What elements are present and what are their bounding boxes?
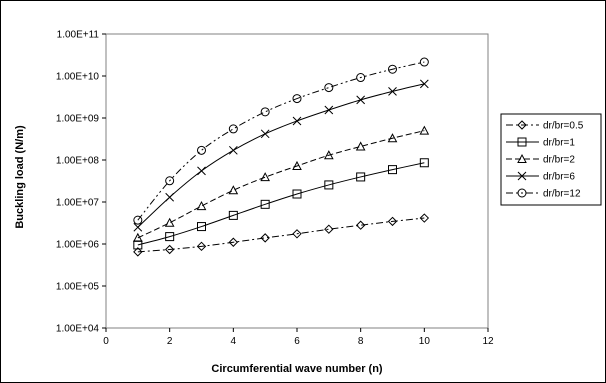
legend-label: dr/br=6 — [543, 172, 575, 183]
data-point — [419, 57, 429, 67]
data-point — [355, 220, 366, 230]
legend-item: dr/br=6 — [506, 172, 575, 183]
data-point — [355, 141, 366, 151]
y-tick-label: 1.00E+10 — [56, 72, 100, 83]
legend-item: dr/br=0.5 — [506, 120, 584, 132]
data-point — [388, 165, 397, 175]
legend-marker — [517, 171, 527, 181]
x-tick-label: 6 — [294, 336, 300, 347]
data-point — [356, 95, 366, 105]
data-point — [197, 222, 206, 232]
series-dr-br-1 — [133, 158, 429, 250]
legend-marker — [517, 137, 527, 147]
data-point — [197, 145, 206, 155]
x-tick-label: 0 — [103, 336, 109, 347]
x-tick-label: 12 — [482, 336, 494, 347]
data-point — [387, 216, 398, 227]
x-tick-label: 10 — [419, 336, 431, 347]
data-point — [356, 172, 366, 182]
series-dr-br-6 — [133, 79, 429, 232]
series-dr-br-2 — [132, 125, 430, 242]
legend-item: dr/br=12 — [506, 188, 581, 200]
data-point — [196, 201, 207, 211]
data-point — [387, 133, 398, 143]
legend-label: dr/br=0.5 — [543, 121, 584, 132]
legend-label: dr/br=12 — [543, 189, 581, 200]
data-point — [388, 87, 397, 96]
data-point — [324, 224, 334, 234]
data-point — [196, 241, 207, 252]
data-point — [292, 160, 302, 170]
data-point — [133, 247, 143, 257]
data-point — [324, 180, 334, 190]
y-axis-title: Buckling load (N/m) — [14, 125, 26, 229]
data-point — [419, 79, 429, 89]
data-point — [228, 210, 238, 220]
x-tick-label: 4 — [231, 336, 237, 347]
data-point — [292, 94, 302, 104]
y-tick-label: 1.00E+07 — [56, 198, 100, 209]
data-point — [292, 229, 302, 239]
series-line — [137, 217, 425, 253]
data-point — [165, 176, 175, 186]
data-point — [388, 64, 397, 74]
data-point — [292, 189, 302, 199]
legend-item: dr/br=2 — [506, 153, 575, 166]
data-point — [324, 105, 334, 115]
series-line — [137, 162, 425, 246]
y-tick-label: 1.00E+05 — [56, 282, 100, 293]
data-point — [133, 222, 143, 232]
data-point — [292, 116, 302, 126]
legend-item: dr/br=1 — [506, 137, 575, 149]
data-point — [133, 215, 143, 225]
series-line — [137, 83, 425, 228]
series-line — [137, 130, 425, 239]
legend-label: dr/br=2 — [543, 155, 575, 166]
data-point — [260, 129, 270, 139]
data-point — [228, 124, 238, 134]
legend-marker — [517, 120, 527, 130]
data-point — [132, 232, 143, 242]
legend-marker — [517, 153, 527, 163]
data-point — [228, 145, 238, 155]
series-dr-br-12 — [133, 57, 429, 225]
data-point — [419, 125, 430, 135]
data-point — [260, 172, 270, 182]
x-axis-title: Circumferential wave number (n) — [211, 363, 382, 375]
data-point — [165, 232, 175, 242]
data-point — [228, 237, 239, 247]
y-tick-label: 1.00E+11 — [57, 30, 100, 41]
x-tick-label: 2 — [167, 336, 173, 347]
plot-area — [105, 33, 489, 329]
data-point — [260, 233, 270, 243]
data-point — [165, 192, 175, 202]
y-tick-label: 1.00E+09 — [56, 114, 100, 125]
y-tick-label: 1.00E+08 — [56, 156, 100, 167]
y-tick-label: 1.00E+06 — [56, 240, 100, 251]
data-point — [324, 83, 334, 93]
data-point — [419, 213, 430, 223]
data-point — [228, 185, 239, 195]
data-point — [164, 217, 175, 227]
data-point — [324, 150, 334, 160]
series-dr-br-0-5 — [133, 213, 430, 257]
legend-marker — [517, 188, 527, 198]
data-point — [164, 244, 175, 255]
legend-label: dr/br=1 — [543, 138, 575, 149]
data-point — [260, 107, 270, 117]
data-point — [419, 158, 429, 168]
series-line — [137, 61, 425, 221]
data-point — [356, 73, 366, 83]
data-point — [197, 166, 206, 176]
x-tick-label: 8 — [358, 336, 364, 347]
data-point — [260, 199, 270, 209]
y-tick-label: 1.00E+04 — [56, 324, 100, 335]
